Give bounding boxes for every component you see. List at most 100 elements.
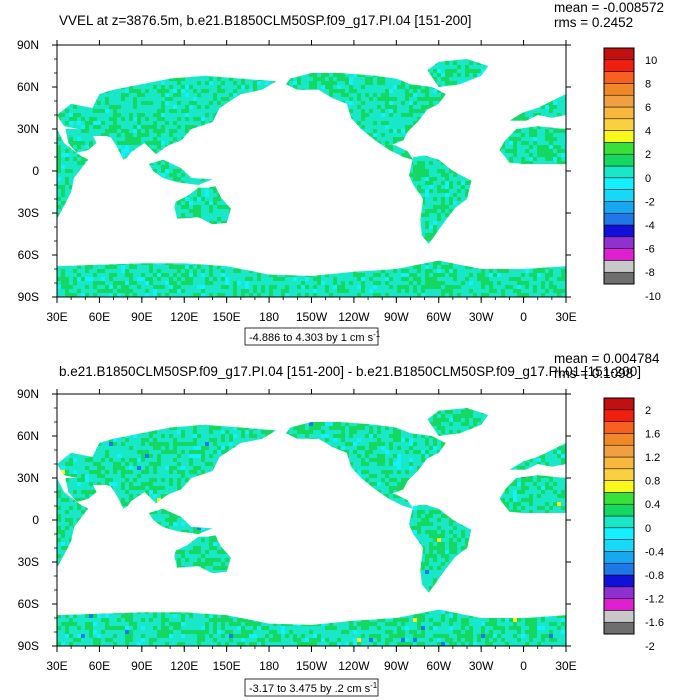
panel-2-colorbar-label: -1.2 — [645, 594, 664, 606]
panel-1-y-tick-label: 90N — [17, 38, 39, 52]
panel-1-colorbar-label: -2 — [645, 196, 655, 208]
panel-2-x-tick-label: 90E — [131, 659, 152, 673]
panel-2-colorbar-swatch — [603, 527, 635, 540]
panel-1-y-tick-label: 30N — [17, 122, 39, 136]
panel-2-colorbar-swatch — [603, 539, 635, 552]
panel-1-colorbar-label: 2 — [645, 149, 651, 161]
panel-1-y-tick-label: 90S — [18, 290, 39, 304]
panel-2-range-label: -3.17 to 3.475 by .2 cm s-1 — [249, 681, 378, 695]
panel-2-colorbar-swatch — [603, 503, 635, 517]
panel-2-mean: mean = 0.004784 — [554, 351, 660, 366]
panel-2-colorbar-swatch — [603, 421, 635, 434]
panel-1-x-tick-label: 180 — [259, 310, 279, 324]
panel-1-y-axis: 90N 60N 30N 0 30S 60S 90S — [17, 38, 571, 304]
panel-2-colorbar-swatch — [603, 444, 635, 458]
panel-1-x-tick-label: 120W — [338, 310, 370, 324]
panel-2-colorbar-label: 1.2 — [645, 452, 660, 464]
panel-1-colorbar-swatch — [603, 59, 635, 72]
panel-2-x-axis: 30E 60E 90E 120E 150E 180 150W 120W 90W 60W 30W 0 30… — [46, 389, 577, 673]
panel-1-x-tick-label: 90W — [384, 310, 409, 324]
panel-2-colorbar-swatch — [603, 586, 635, 599]
panel-2-colorbar-swatch — [603, 433, 635, 446]
panel-2-x-tick-label: 0 — [520, 659, 527, 673]
panel-2-colorbar-swatch — [603, 562, 635, 576]
panel-1-x-tick-label: 150W — [296, 310, 328, 324]
panel-1-colorbar-swatch — [603, 165, 635, 179]
panel-1-colorbar-swatch — [603, 118, 635, 131]
panel-1-title: VVEL at z=3876.5m, b.e21.B1850CLM50SP.f0… — [59, 13, 471, 28]
panel-2-colorbar-label: -1.6 — [645, 617, 664, 629]
panel-2-colorbar-swatch — [603, 621, 635, 635]
panel-2-title: b.e21.B1850CLM50SP.f09_g17.PI.04 [151-20… — [59, 364, 641, 379]
panel-1-x-tick-label: 30E — [46, 310, 67, 324]
panel-1-colorbar-label: -4 — [645, 220, 655, 232]
panel-2-y-tick-label: 60N — [17, 429, 39, 443]
panel-1-colorbar-swatch — [603, 71, 635, 84]
panel-1-colorbar: 10 8 6 4 2 0 -2 -4 -6 -8 -10 — [603, 47, 661, 303]
panel-1-colorbar-swatch — [603, 248, 635, 261]
panel-2-x-tick-label: 120E — [170, 659, 198, 673]
panel-1-x-tick-label: 60W — [426, 310, 451, 324]
panel-2-y-tick-label: 30N — [17, 471, 39, 485]
panel-2-colorbar-label: 1.6 — [645, 428, 660, 440]
panel-1-colorbar-swatch — [603, 130, 635, 143]
panel-1-x-axis: 30E 60E 90E 120E 150E 180 150W 120W 90W 60W 30W 0 30… — [46, 40, 577, 324]
panel-2-x-tick-label: 60W — [426, 659, 451, 673]
panel-1-colorbar-swatch — [603, 236, 635, 249]
panel-2-colorbar-label: 0 — [645, 523, 651, 535]
panel-1-field — [57, 59, 566, 297]
panel-1-y-tick-label: 0 — [32, 164, 39, 178]
panel-1-colorbar-swatch — [603, 94, 635, 108]
panel-1-colorbar-label: 4 — [645, 126, 651, 138]
panel-1-colorbar-label: 0 — [645, 173, 651, 185]
panel-1-colorbar-label: -10 — [645, 291, 661, 303]
panel-2-colorbar-swatch — [603, 610, 635, 623]
panel-2-colorbar-swatch — [603, 551, 635, 564]
panel-2-x-tick-label: 120W — [338, 659, 370, 673]
panel-2-range-box: -3.17 to 3.475 by .2 cm s-1 — [244, 678, 379, 697]
panel-1-x-tick-label: 30E — [555, 310, 576, 324]
panel-1-colorbar-swatch — [603, 189, 635, 202]
panel-2-x-tick-label: 150W — [296, 659, 328, 673]
panel-1-colorbar-swatch — [603, 47, 635, 61]
panel-1-x-tick-label: 120E — [170, 310, 198, 324]
panel-2-colorbar-swatch — [603, 480, 635, 493]
panel-1-colorbar-swatch — [603, 201, 635, 214]
panel-1-colorbar-label: 10 — [645, 55, 657, 67]
panel-2-colorbar-label: 0.4 — [645, 499, 660, 511]
panel-1-y-tick-label: 60N — [17, 80, 39, 94]
panel-1-colorbar-swatch — [603, 83, 635, 96]
panel-2-colorbar: 2 1.6 1.2 0.8 0.4 0 -0.4 -0.8 -1.2 -1.6 -2 — [603, 397, 664, 653]
panel-2-y-tick-label: 90S — [18, 639, 39, 653]
panel-1: VVEL at z=3876.5m, b.e21.B1850CLM50SP.f0… — [17, 0, 664, 346]
panel-1-colorbar-label: -6 — [645, 244, 655, 256]
panel-2-y-tick-label: 30S — [18, 555, 39, 569]
panel-1-range-box: -4.886 to 4.303 by 1 cm s-1 — [244, 327, 381, 346]
panel-2-y-axis: 90N 60N 30N 0 30S 60S 90S — [17, 387, 571, 653]
panel-2-colorbar-label: -0.8 — [645, 570, 664, 582]
panel-2-colorbar-label: -0.4 — [645, 546, 664, 558]
panel-1-colorbar-swatch — [603, 153, 635, 167]
panel-1-colorbar-swatch — [603, 177, 635, 190]
panel-2-colorbar-swatch — [603, 456, 635, 470]
panel-2-x-tick-label: 150E — [213, 659, 241, 673]
panel-2-x-tick-label: 30E — [46, 659, 67, 673]
panel-2-colorbar-swatch — [603, 468, 635, 481]
panel-1-colorbar-swatch — [603, 260, 635, 273]
panel-2-x-tick-label: 60E — [89, 659, 110, 673]
panel-1-colorbar-swatch — [603, 106, 635, 120]
panel-2-x-tick-label: 180 — [259, 659, 279, 673]
panel-2-colorbar-swatch — [603, 409, 635, 422]
panel-1-rms: rms = 0.2452 — [554, 15, 633, 30]
panel-2-rms: rms = 0.1098 — [554, 366, 633, 381]
panel-2-colorbar-label: 2 — [645, 405, 651, 417]
panel-1-y-tick-label: 60S — [18, 248, 39, 262]
panel-2-y-tick-label: 0 — [32, 513, 39, 527]
panel-1-x-tick-label: 0 — [520, 310, 527, 324]
panel-1-range-label: -4.886 to 4.303 by 1 cm s-1 — [249, 330, 381, 344]
panel-1-colorbar-swatch — [603, 224, 635, 238]
panel-2-x-tick-label: 90W — [384, 659, 409, 673]
panel-2-colorbar-swatch — [603, 492, 635, 505]
panel-1-x-tick-label: 150E — [213, 310, 241, 324]
panel-1-y-tick-label: 30S — [18, 206, 39, 220]
